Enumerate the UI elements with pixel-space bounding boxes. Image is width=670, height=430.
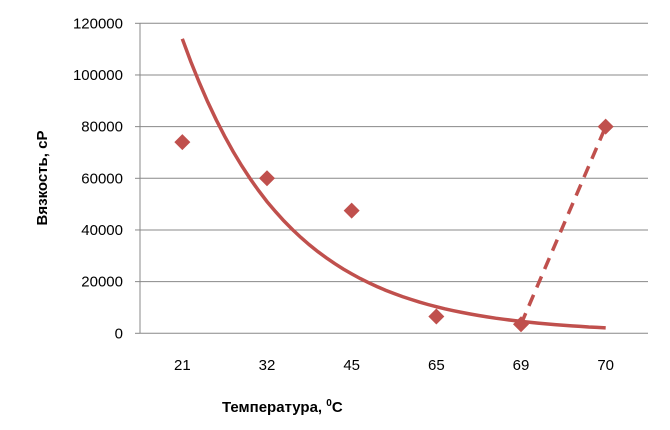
y-tick-label: 100000 (73, 67, 123, 84)
data-point-diamond (174, 134, 191, 151)
y-tick-label: 0 (115, 325, 123, 342)
y-axis-title: Вязкость, cP (34, 131, 51, 226)
data-point-diamond (597, 118, 614, 135)
y-tick-label: 80000 (81, 119, 123, 136)
y-tick-label: 120000 (73, 15, 123, 32)
x-tick-label: 70 (597, 357, 614, 374)
data-point-diamond (343, 202, 360, 219)
x-tick-labels: 21 32 45 65 69 70 (174, 357, 614, 374)
x-tick-label: 32 (259, 357, 276, 374)
data-point-diamond (259, 170, 275, 187)
x-axis-title-sup: 0 (326, 398, 332, 409)
x-tick-label: 65 (428, 357, 445, 374)
series (174, 38, 614, 333)
gridlines (135, 22, 648, 334)
trendline (180, 38, 606, 330)
x-tick-label: 45 (343, 357, 360, 374)
y-tick-label: 60000 (81, 170, 123, 187)
x-axis-title-unit: C (332, 399, 343, 416)
data-point-diamond (513, 316, 529, 333)
dashed-segment (519, 125, 608, 325)
x-tick-label: 69 (513, 357, 530, 374)
y-tick-labels: 0 20000 40000 60000 80000 100000 120000 (73, 15, 123, 342)
y-tick-label: 40000 (81, 222, 123, 239)
x-axis-title: Температура, 0C (222, 398, 343, 416)
x-axis-title-text: Температура, (222, 399, 326, 416)
y-tick-label: 20000 (81, 274, 123, 291)
data-point-diamond (428, 308, 445, 325)
x-tick-label: 21 (174, 357, 191, 374)
